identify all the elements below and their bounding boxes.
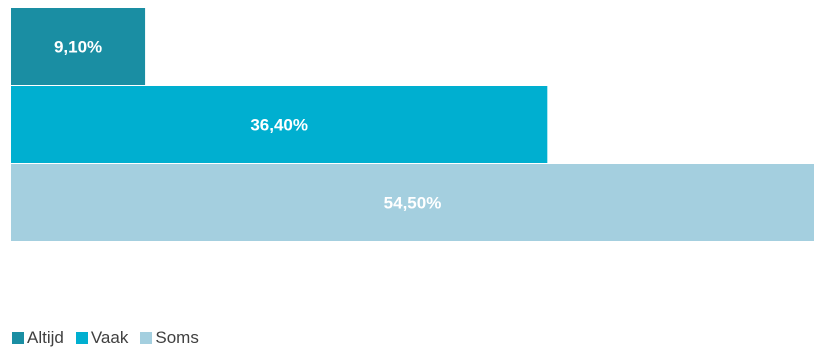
bar-chart: 9,10% 36,40% 54,50% <box>11 8 814 241</box>
legend-item-soms: Soms <box>140 328 199 348</box>
legend-swatch-altijd <box>12 332 24 344</box>
legend-swatch-vaak <box>75 332 88 344</box>
legend-label-altijd: Altijd <box>27 328 64 347</box>
data-label-altijd: 9,10% <box>54 38 102 57</box>
legend-label-soms: Soms <box>155 328 199 347</box>
legend-swatch-soms <box>140 332 153 344</box>
bar-altijd <box>11 8 146 85</box>
legend-item-altijd: Altijd <box>12 328 64 348</box>
bar-soms <box>11 164 814 241</box>
bar-vaak <box>11 86 548 163</box>
data-label-soms: 54,50% <box>384 194 442 213</box>
legend-label-vaak: Vaak <box>90 328 129 347</box>
legend-item-vaak: Vaak <box>75 328 129 348</box>
data-label-vaak: 36,40% <box>250 116 308 135</box>
chart-legend: Altijd Vaak Soms <box>12 328 199 348</box>
